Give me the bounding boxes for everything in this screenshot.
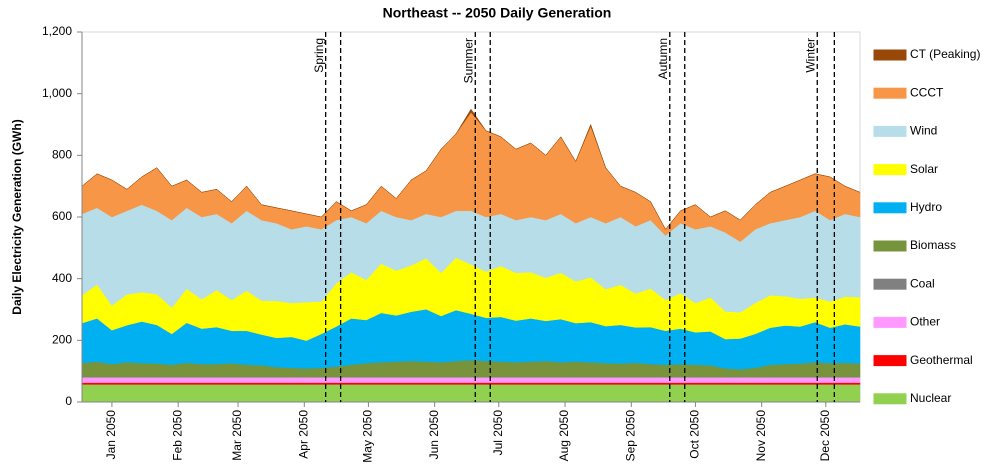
legend-swatch	[873, 278, 907, 290]
legend-swatch	[873, 125, 907, 137]
legend-swatch	[873, 355, 907, 367]
legend-label: CCCT	[910, 85, 944, 99]
x-tick-label: May 2050	[361, 410, 375, 463]
legend-swatch	[873, 49, 907, 61]
legend-swatch	[873, 316, 907, 328]
x-tick-label: Feb 2050	[170, 410, 184, 461]
x-tick-label: Jun 2050	[427, 410, 441, 460]
legend-label: Coal	[910, 276, 935, 290]
legend-label: Nuclear	[910, 391, 951, 405]
legend-label: CT (Peaking)	[910, 47, 980, 61]
y-tick-label: 1,000	[42, 86, 72, 100]
legend-swatch	[873, 393, 907, 405]
y-tick-label: 200	[52, 333, 72, 347]
legend-label: Other	[910, 315, 940, 329]
season-label: Autumn	[656, 38, 670, 79]
y-tick-label: 1,200	[42, 24, 72, 38]
y-tick-label: 400	[52, 271, 72, 285]
y-axis-title: Daily Electricity Generation (GWh)	[10, 119, 24, 314]
x-tick-label: Aug 2050	[557, 410, 571, 462]
x-tick-label: Mar 2050	[230, 410, 244, 461]
x-tick-label: Jul 2050	[491, 410, 505, 456]
legend-swatch	[873, 87, 907, 99]
y-tick-label: 600	[52, 209, 72, 223]
legend-label: Hydro	[910, 200, 942, 214]
area	[81, 108, 861, 230]
x-tick-label: Oct 2050	[688, 410, 702, 459]
x-tick-label: Sep 2050	[623, 410, 637, 462]
legend-label: Solar	[910, 162, 938, 176]
y-tick-label: 0	[65, 394, 72, 408]
x-tick-label: Nov 2050	[754, 410, 768, 462]
legend-label: Wind	[910, 124, 937, 138]
area	[81, 384, 861, 403]
chart-title: Northeast -- 2050 Daily Generation	[383, 5, 612, 21]
season-label: Winter	[803, 38, 817, 73]
x-tick-label: Dec 2050	[818, 410, 832, 462]
x-tick-label: Jan 2050	[104, 410, 118, 460]
x-tick-label: Apr 2050	[296, 410, 310, 459]
area	[81, 382, 861, 385]
season-label: Spring	[312, 38, 326, 73]
legend-label: Geothermal	[910, 353, 973, 367]
legend-swatch	[873, 202, 907, 214]
area	[81, 377, 861, 383]
legend-label: Biomass	[910, 238, 956, 252]
season-label: Summer	[461, 38, 475, 83]
legend-swatch	[873, 240, 907, 252]
legend-swatch	[873, 164, 907, 176]
y-tick-label: 800	[52, 148, 72, 162]
